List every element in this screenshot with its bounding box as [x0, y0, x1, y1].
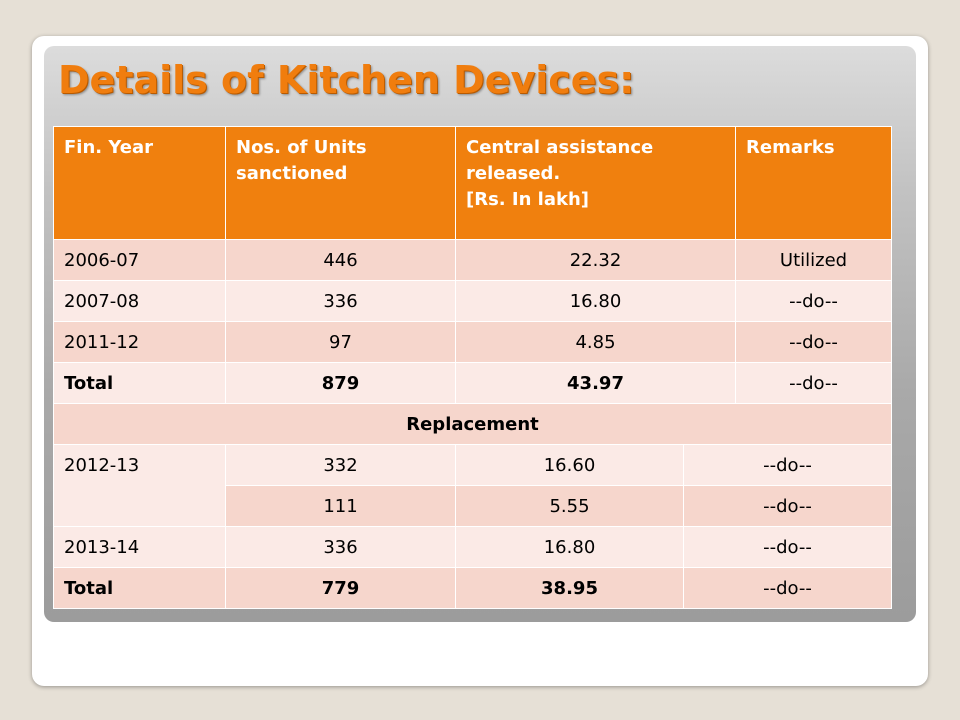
table-row: 2007-08 336 16.80 --do-- — [53, 280, 892, 322]
header-fin-year: Fin. Year — [53, 126, 226, 240]
page-title: Details of Kitchen Devices: — [58, 58, 635, 102]
cell-total-remarks: --do-- — [683, 567, 892, 609]
header-assistance-line1: Central assistance released. — [466, 137, 654, 185]
cell-units: 97 — [225, 321, 456, 363]
header-assistance-line2: [Rs. In lakh] — [466, 189, 590, 211]
cell-remarks: --do-- — [735, 321, 892, 363]
cell-units: 111 — [225, 485, 456, 527]
cell-total-units: 779 — [225, 567, 456, 609]
replacement-label: Replacement — [53, 403, 892, 445]
cell-total-label: Total — [53, 567, 226, 609]
cell-units: 332 — [225, 444, 456, 486]
cell-remarks: --do-- — [683, 444, 892, 486]
cell-year: 2013-14 — [53, 526, 226, 568]
total-row: Total 879 43.97 --do-- — [53, 362, 892, 404]
table-row: 2011-12 97 4.85 --do-- — [53, 321, 892, 363]
cell-amount: 4.85 — [455, 321, 736, 363]
cell-year: 2011-12 — [53, 321, 226, 363]
cell-amount: 22.32 — [455, 239, 736, 281]
cell-amount: 16.60 — [455, 444, 684, 486]
table-row: 2006-07 446 22.32 Utilized — [53, 239, 892, 281]
cell-units: 336 — [225, 280, 456, 322]
cell-amount: 16.80 — [455, 280, 736, 322]
cell-total-remarks: --do-- — [735, 362, 892, 404]
header-central-assistance: Central assistance released. [Rs. In lak… — [455, 126, 736, 240]
cell-units: 446 — [225, 239, 456, 281]
table-row: 2013-14 336 16.80 --do-- — [53, 526, 892, 568]
cell-remarks: --do-- — [735, 280, 892, 322]
cell-units: 336 — [225, 526, 456, 568]
total-row: Total 779 38.95 --do-- — [53, 567, 892, 609]
kitchen-devices-table: Fin. Year Nos. of Units sanctioned Centr… — [53, 126, 892, 609]
table-header-row: Fin. Year Nos. of Units sanctioned Centr… — [53, 126, 892, 240]
cell-total-units: 879 — [225, 362, 456, 404]
cell-remarks: --do-- — [683, 485, 892, 527]
header-units-sanctioned: Nos. of Units sanctioned — [225, 126, 456, 240]
header-remarks: Remarks — [735, 126, 892, 240]
cell-year: 2006-07 — [53, 239, 226, 281]
table-row: 2012-13 332 16.60 --do-- — [53, 444, 892, 527]
section-row-replacement: Replacement — [53, 403, 892, 445]
cell-remarks: Utilized — [735, 239, 892, 281]
cell-amount: 5.55 — [455, 485, 684, 527]
cell-total-amount: 43.97 — [455, 362, 736, 404]
cell-total-label: Total — [53, 362, 226, 404]
cell-amount: 16.80 — [455, 526, 684, 568]
cell-year: 2012-13 — [53, 444, 226, 527]
cell-total-amount: 38.95 — [455, 567, 684, 609]
cell-year: 2007-08 — [53, 280, 226, 322]
table-row: 111 5.55 --do-- — [54, 485, 892, 527]
cell-remarks: --do-- — [683, 526, 892, 568]
